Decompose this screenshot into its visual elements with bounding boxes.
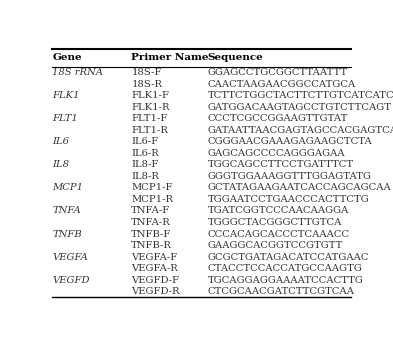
Text: CCCTCGCCGGAAGTTGTAT: CCCTCGCCGGAAGTTGTAT (208, 114, 348, 123)
Text: FLT1-R: FLT1-R (131, 126, 168, 135)
Text: GCGCTGATAGACATCCATGAAC: GCGCTGATAGACATCCATGAAC (208, 253, 369, 261)
Text: IL8: IL8 (52, 160, 69, 169)
Text: GCTATAGAAGAATCACCAGCAGCAA: GCTATAGAAGAATCACCAGCAGCAA (208, 184, 391, 192)
Text: VEGFA-R: VEGFA-R (131, 264, 178, 273)
Text: TCTTCTGGCTACTTCTTGTCATCATC: TCTTCTGGCTACTTCTTGTCATCATC (208, 91, 393, 100)
Text: FLT1-F: FLT1-F (131, 114, 168, 123)
Text: GGGTGGAAAGGTTTGGAGTATG: GGGTGGAAAGGTTTGGAGTATG (208, 172, 371, 181)
Text: IL8-R: IL8-R (131, 172, 159, 181)
Text: Sequence: Sequence (208, 53, 263, 62)
Text: CGGGAACGAAAGAGAAGCTCTA: CGGGAACGAAAGAGAAGCTCTA (208, 137, 372, 146)
Text: VEGFA-F: VEGFA-F (131, 253, 178, 261)
Text: FLT1: FLT1 (52, 114, 78, 123)
Text: TGGCAGCCTTCCTGATTTCT: TGGCAGCCTTCCTGATTTCT (208, 160, 354, 169)
Text: CTACCTCCACCATGCCAAGTG: CTACCTCCACCATGCCAAGTG (208, 264, 362, 273)
Text: TGATCGGTCCCAACAAGGA: TGATCGGTCCCAACAAGGA (208, 206, 349, 216)
Text: TNFA: TNFA (52, 206, 81, 216)
Text: CTCGCAACGATCTTCGTCAA: CTCGCAACGATCTTCGTCAA (208, 287, 354, 296)
Text: TNFB: TNFB (52, 230, 82, 238)
Text: 18S-R: 18S-R (131, 80, 162, 89)
Text: TGCAGGAGGAAAATCCACTTG: TGCAGGAGGAAAATCCACTTG (208, 276, 364, 285)
Text: MCP1-F: MCP1-F (131, 184, 173, 192)
Text: 18S rRNA: 18S rRNA (52, 68, 103, 77)
Text: VEGFD: VEGFD (52, 276, 90, 285)
Text: TNFA-R: TNFA-R (131, 218, 171, 227)
Text: CAACTAAGAACGGCCATGCA: CAACTAAGAACGGCCATGCA (208, 80, 356, 89)
Text: GAAGGCACGGTCCGTGTT: GAAGGCACGGTCCGTGTT (208, 241, 343, 250)
Text: Primer Name: Primer Name (131, 53, 209, 62)
Text: MCP1: MCP1 (52, 184, 83, 192)
Text: 18S-F: 18S-F (131, 68, 162, 77)
Text: IL6-F: IL6-F (131, 137, 159, 146)
Text: GATGGACAAGTAGCCTGTCTTCAGT: GATGGACAAGTAGCCTGTCTTCAGT (208, 103, 391, 112)
Text: TNFB-F: TNFB-F (131, 230, 172, 238)
Text: VEGFD-F: VEGFD-F (131, 276, 179, 285)
Text: IL6: IL6 (52, 137, 69, 146)
Text: TGGAATCCTGAACCCACTTCTG: TGGAATCCTGAACCCACTTCTG (208, 195, 369, 204)
Text: TNFA-F: TNFA-F (131, 206, 171, 216)
Text: GGAGCCTGCGGCTTAATTT: GGAGCCTGCGGCTTAATTT (208, 68, 348, 77)
Text: IL8-F: IL8-F (131, 160, 159, 169)
Text: TGGGCTACGGGCTTGTCA: TGGGCTACGGGCTTGTCA (208, 218, 342, 227)
Text: FLK1: FLK1 (52, 91, 80, 100)
Text: GATAATTAACGAGTAGCCACGAGTCAA: GATAATTAACGAGTAGCCACGAGTCAA (208, 126, 393, 135)
Text: Gene: Gene (52, 53, 82, 62)
Text: FLK1-R: FLK1-R (131, 103, 170, 112)
Text: VEGFD-R: VEGFD-R (131, 287, 180, 296)
Text: CCCACAGCACCCTCAAACC: CCCACAGCACCCTCAAACC (208, 230, 350, 238)
Text: TNFB-R: TNFB-R (131, 241, 172, 250)
Text: MCP1-R: MCP1-R (131, 195, 173, 204)
Text: VEGFA: VEGFA (52, 253, 88, 261)
Text: IL6-R: IL6-R (131, 149, 159, 158)
Text: GAGCAGCCCCAGGGAGAA: GAGCAGCCCCAGGGAGAA (208, 149, 345, 158)
Text: FLK1-F: FLK1-F (131, 91, 169, 100)
